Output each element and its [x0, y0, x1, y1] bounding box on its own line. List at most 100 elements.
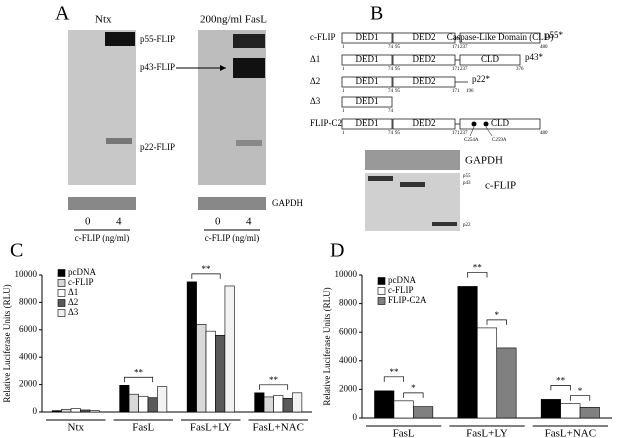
legend-swatch — [57, 309, 66, 317]
band-label: p55 — [463, 174, 471, 179]
blot-title: 200ng/ml FasL — [200, 14, 267, 26]
blot — [68, 30, 136, 185]
significance-bracket — [124, 376, 154, 383]
bar — [70, 408, 81, 413]
significance-bracket — [403, 392, 424, 398]
dose: 4 — [246, 216, 252, 228]
y-tick-label: 2000 — [339, 383, 358, 393]
domain-label: DED1 — [356, 118, 379, 128]
y-tick-label: 0 — [33, 406, 38, 416]
bar — [119, 384, 130, 413]
domain-label: DED1 — [356, 54, 379, 64]
bar — [292, 392, 303, 413]
legend-swatch — [57, 279, 66, 287]
residue: 95 — [395, 89, 401, 94]
legend-swatch — [377, 287, 386, 295]
y-axis-label: Relative Luciferase Units (RLU) — [322, 287, 332, 405]
significance: ** — [556, 375, 566, 385]
axis-label: c-FLIP (ng/ml) — [205, 233, 259, 243]
residue: 95 — [395, 131, 401, 136]
significance-bracket — [259, 384, 289, 390]
blot — [198, 30, 266, 185]
bar — [224, 285, 235, 413]
y-tick-label: 4000 — [339, 355, 358, 365]
bar — [147, 397, 158, 413]
blot — [365, 150, 460, 170]
domain — [341, 76, 393, 88]
legend-label: c-FLIP — [68, 277, 94, 287]
residue: 237 — [460, 45, 468, 50]
construct-map: c-FLIP DED1 DED2 Caspase-Like Domain (CLD) 1… — [310, 30, 564, 143]
residue: 1 — [342, 67, 345, 72]
domain-label: DED1 — [356, 96, 379, 106]
significance: ** — [269, 375, 279, 385]
residue: 1 — [342, 89, 345, 94]
band-label: GAPDH — [465, 155, 503, 167]
band-label: p43-FLIP — [140, 62, 175, 72]
bar — [128, 393, 139, 413]
arrow-head — [220, 65, 226, 71]
bar — [215, 334, 226, 413]
significance: ** — [473, 263, 483, 273]
x-tick-label: FasL+NAC — [545, 428, 596, 438]
bar — [540, 399, 561, 419]
residue: 95 — [395, 45, 401, 50]
domain-label: DED2 — [413, 32, 436, 42]
y-tick-label: 0 — [353, 412, 358, 422]
residue: 480 — [540, 131, 548, 136]
blot — [198, 197, 266, 210]
domain-label: DED2 — [413, 54, 436, 64]
x-tick-label: FasL — [393, 428, 415, 438]
significance-bracket — [383, 376, 405, 382]
band-label: p22 — [463, 223, 471, 228]
domain — [459, 118, 541, 130]
residue: 237 — [460, 67, 468, 72]
bar — [89, 410, 100, 413]
bar — [51, 410, 62, 413]
legend-swatch — [57, 299, 66, 307]
domain — [459, 54, 521, 66]
bar — [273, 395, 284, 413]
product: p55* — [545, 30, 564, 40]
residue: 1 — [342, 131, 345, 136]
legend-swatch — [57, 269, 66, 277]
bar — [186, 281, 197, 413]
panel-letter: B — [370, 3, 383, 25]
panel-letter: A — [55, 3, 70, 25]
significance: * — [411, 383, 416, 393]
band-label: p43 — [463, 181, 471, 186]
blot-band — [368, 176, 393, 181]
residue: 480 — [540, 45, 548, 50]
bar — [205, 330, 216, 413]
mutation-label: C259A — [492, 138, 507, 143]
legend-label: Δ3 — [68, 307, 79, 317]
mutation-line — [485, 126, 493, 137]
residue: 74 — [388, 109, 394, 114]
significance: ** — [202, 264, 212, 274]
residue: 171 — [452, 89, 460, 94]
dose: 0 — [85, 216, 91, 228]
band-label: p55-FLIP — [140, 34, 175, 44]
domain — [341, 118, 393, 130]
construct-name: FLIP-C2A — [310, 118, 349, 128]
axis-label: c-FLIP (ng/ml) — [75, 233, 129, 243]
y-tick-label: 10000 — [15, 269, 38, 279]
domain-label: DED1 — [356, 76, 379, 86]
legend-label: c-FLIP — [388, 285, 414, 295]
mutation-dot — [483, 121, 489, 127]
legend-label: Δ1 — [68, 287, 78, 297]
bar — [374, 390, 395, 419]
y-tick-label: 2000 — [19, 379, 38, 389]
bar — [579, 406, 600, 419]
legend-label: pcDNA — [68, 267, 96, 277]
bar — [496, 347, 517, 419]
blot-band — [106, 138, 132, 144]
mutation-label: C254A — [464, 138, 479, 143]
product: p43* — [525, 52, 544, 62]
significance-bracket — [467, 272, 488, 278]
y-tick-label: 8000 — [339, 298, 358, 308]
x-tick-label: FasL — [132, 422, 154, 434]
domain — [341, 96, 393, 108]
construct-name: Δ3 — [310, 96, 321, 106]
construct-name: Δ1 — [310, 54, 320, 64]
